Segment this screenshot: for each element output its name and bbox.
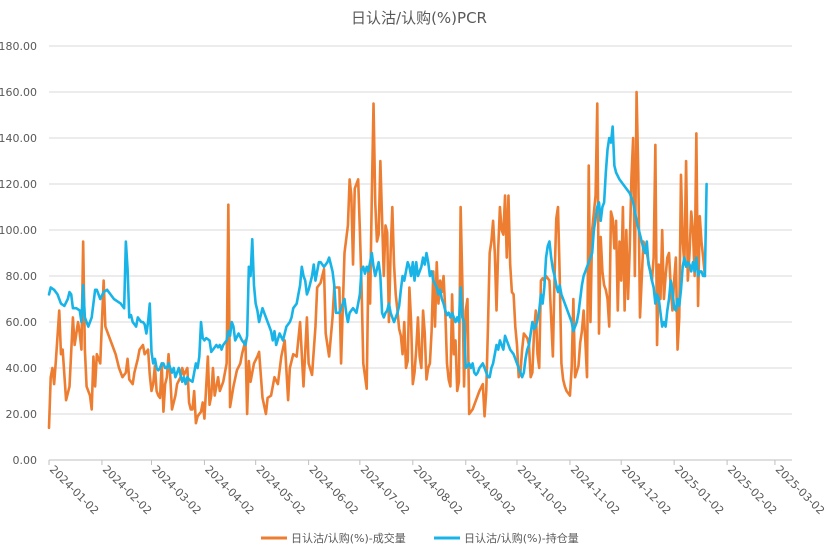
- y-tick-label: 40.00: [6, 362, 38, 375]
- y-tick-label: 100.00: [0, 224, 37, 237]
- x-axis: 2024-01-022024-02-022024-03-022024-04-02…: [47, 460, 827, 517]
- series-line-open-interest: [47, 125, 708, 386]
- y-axis: 0.00 20.00 40.00 60.00 80.00 100.00 120.00 140.…: [0, 40, 37, 467]
- y-tick-label: 120.00: [0, 178, 37, 191]
- y-tick-label: 180.00: [0, 40, 37, 53]
- x-tick-label: 2024-07-02: [358, 463, 412, 517]
- x-tick-label: 2024-04-02: [202, 463, 256, 517]
- x-tick-label: 2024-08-02: [411, 463, 465, 517]
- x-tick-label: 2024-03-02: [149, 463, 203, 517]
- series-group: [47, 90, 708, 430]
- y-tick-label: 20.00: [6, 408, 38, 421]
- y-tick-label: 80.00: [6, 270, 38, 283]
- x-tick-label: 2025-01-02: [672, 463, 726, 517]
- legend: 日认沽/认购(%)-成交量 日认沽/认购(%)-持仓量: [261, 531, 579, 545]
- x-tick-label: 2024-01-02: [47, 463, 101, 517]
- chart-title: 日认沽/认购(%)PCR: [351, 9, 487, 27]
- x-tick-label: 2024-09-02: [464, 463, 518, 517]
- y-tick-label: 140.00: [0, 132, 37, 145]
- x-tick-label: 2025-03-02: [773, 463, 827, 517]
- y-tick-label: 0.00: [13, 454, 38, 467]
- x-tick-label: 2024-05-02: [254, 463, 308, 517]
- x-tick-label: 2025-02-02: [725, 463, 779, 517]
- x-tick-label: 2024-11-02: [568, 463, 622, 517]
- x-tick-label: 2024-12-02: [619, 463, 673, 517]
- y-tick-label: 160.00: [0, 86, 37, 99]
- x-tick-label: 2024-02-02: [100, 463, 154, 517]
- x-tick-label: 2024-06-02: [307, 463, 361, 517]
- legend-label-open-interest: 日认沽/认购(%)-持仓量: [464, 531, 579, 545]
- series-line-volume: [47, 90, 707, 430]
- y-tick-label: 60.00: [6, 316, 38, 329]
- legend-label-volume: 日认沽/认购(%)-成交量: [291, 531, 406, 545]
- x-tick-label: 2024-10-02: [515, 463, 569, 517]
